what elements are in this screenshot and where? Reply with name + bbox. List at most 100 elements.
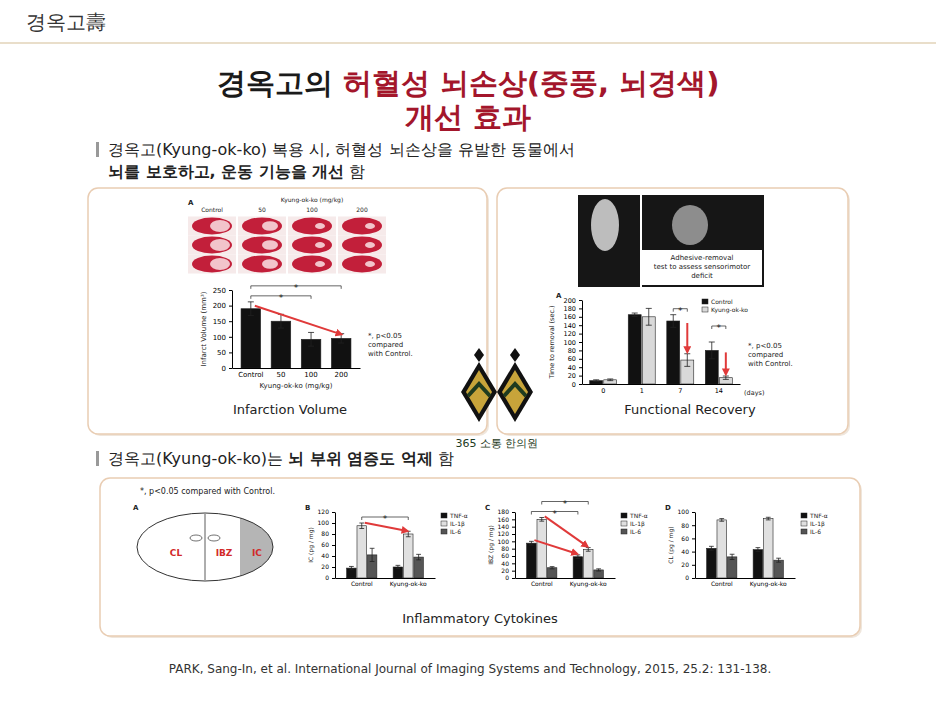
tick-mark xyxy=(512,519,515,520)
tick-mark xyxy=(579,342,582,343)
legend-swatch xyxy=(702,307,708,312)
error-bar xyxy=(529,541,534,545)
note: *, p<0.05 compared with Control. xyxy=(140,487,275,496)
x-axis: 01714 xyxy=(583,385,741,395)
tick-mark xyxy=(579,384,582,385)
tick-mark xyxy=(579,376,582,377)
tick-label: 80 xyxy=(321,530,329,537)
tick-label: 20 xyxy=(681,561,689,568)
brain-slice xyxy=(192,237,232,254)
tick-label: 7 xyxy=(678,387,682,395)
tick-label: 40 xyxy=(501,560,509,567)
infarct-area xyxy=(210,220,230,232)
infarct-area xyxy=(315,223,325,229)
tick-label: 0 xyxy=(222,365,226,373)
tick-label: 0 xyxy=(505,574,509,581)
plot-marks xyxy=(590,308,733,384)
tick-label: 14 xyxy=(715,387,723,395)
tick: 60 xyxy=(681,535,695,542)
tick: Control xyxy=(711,580,733,587)
x-axis: ControlKyung-ok-ko xyxy=(336,579,436,589)
tick: 20 xyxy=(501,567,515,574)
tick: 250 xyxy=(213,287,232,295)
significance-star: * xyxy=(279,293,284,303)
brain-slice xyxy=(192,256,232,273)
error-bar xyxy=(416,554,421,560)
bar xyxy=(357,526,367,578)
tick-mark xyxy=(512,541,515,542)
section-part: 함 xyxy=(433,449,454,468)
error-bar xyxy=(550,567,555,569)
tick-label: 120 xyxy=(318,508,330,515)
significance-star: * xyxy=(563,499,568,509)
bar xyxy=(628,315,641,384)
tick: 40 xyxy=(501,560,515,567)
slices-column: Control xyxy=(201,206,223,213)
tick-mark xyxy=(512,563,515,564)
error-bar xyxy=(723,376,729,379)
tick: 0 xyxy=(601,387,605,395)
x-axis: ControlKyung-ok-ko xyxy=(696,579,796,589)
legend-label: IL-1β xyxy=(630,520,645,528)
title-part: 개선 효과 xyxy=(405,100,531,134)
caption: Infarction Volume xyxy=(233,402,347,417)
panel xyxy=(88,188,487,434)
tick-mark xyxy=(229,337,232,338)
tick: 200 xyxy=(564,297,582,305)
tick: 80 xyxy=(501,545,515,552)
brain-slice xyxy=(242,237,282,254)
bar xyxy=(604,380,617,384)
citation: PARK, Sang-In, et al. International Jour… xyxy=(169,662,771,676)
legend-swatch xyxy=(441,521,447,526)
tick: Kyung-ok-ko xyxy=(390,580,427,588)
tick-label: 200 xyxy=(213,302,226,310)
section-part: 뇌를 보호하고, 운동 기능을 개선 xyxy=(108,162,344,181)
significance-star: * xyxy=(294,283,299,293)
brain-outline xyxy=(137,513,273,581)
bar xyxy=(753,550,763,578)
chart: 020406080100120140160180ControlKyung-ok-… xyxy=(498,508,616,588)
arrow xyxy=(725,352,727,374)
tick: 140 xyxy=(498,523,515,530)
x-axis-title: (days) xyxy=(744,389,764,397)
tick-label: 80 xyxy=(681,522,689,529)
legend-label: IL-6 xyxy=(630,528,641,535)
y-axis: 020406080100120140160180 xyxy=(498,508,516,581)
slice-bg xyxy=(338,217,386,236)
legend-label: TNF-α xyxy=(809,512,828,519)
title: 경옥고의 허혈성 뇌손상(중풍, 뇌경색) xyxy=(217,66,720,100)
slice-bg xyxy=(238,255,286,274)
tick-label: Kyung-ok-ko xyxy=(570,580,607,588)
legend-swatch xyxy=(441,529,447,534)
slice-bg xyxy=(288,236,336,255)
mouse-shape xyxy=(672,205,708,245)
bar xyxy=(727,557,737,578)
tick: 40 xyxy=(681,548,695,555)
y-axis-title: Time to removal (sec.) xyxy=(548,305,556,379)
y-axis-title: Infarct Volume (mm³) xyxy=(200,291,208,366)
chart: 050100150200250Control50100200 xyxy=(213,287,361,379)
slices-column: 100 xyxy=(306,206,318,213)
arrow xyxy=(534,540,577,554)
error-bar xyxy=(776,558,781,562)
tick-mark xyxy=(512,571,515,572)
significance-star: * xyxy=(678,306,683,316)
error-bar xyxy=(709,546,714,550)
tick-label: 20 xyxy=(501,567,509,574)
tick-mark xyxy=(692,525,695,526)
y-axis-title: CL (pg / mg) xyxy=(667,526,675,563)
legend-label: Control xyxy=(711,298,733,305)
tick-label: 50 xyxy=(276,371,285,379)
tick-mark xyxy=(512,578,515,579)
title-part: 경옥고의 xyxy=(217,66,343,100)
tick-mark xyxy=(579,308,582,309)
tick: 100 xyxy=(564,339,582,347)
midline xyxy=(205,514,206,580)
panel-label: A xyxy=(188,199,194,207)
chart: 020406080100ControlKyung-ok-ko xyxy=(678,508,796,588)
legend-label: IL-1β xyxy=(810,520,825,528)
infarct-area xyxy=(262,259,278,269)
section-bar xyxy=(96,142,99,157)
error-bar xyxy=(730,554,735,559)
annotation: with Control. xyxy=(368,350,413,358)
